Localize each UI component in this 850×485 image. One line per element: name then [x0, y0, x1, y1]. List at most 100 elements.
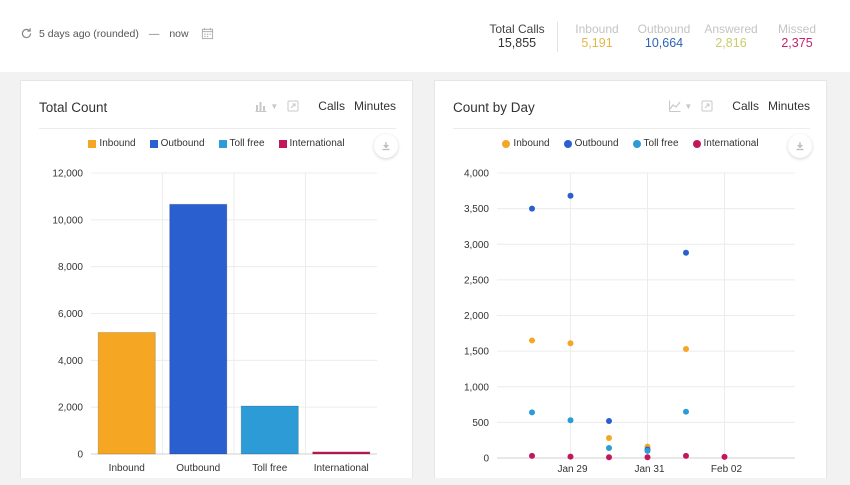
download-button[interactable]: [788, 134, 812, 158]
legend-label: Toll free: [229, 138, 265, 149]
chart-legend: Inbound Outbound Toll free International: [21, 138, 412, 149]
legend-item-tollfree[interactable]: Toll free: [632, 138, 679, 149]
page-bottom-edge: [0, 478, 850, 485]
y-tick-label: 1,500: [464, 347, 489, 358]
stat-divider: [557, 22, 558, 52]
y-tick-label: 2,500: [464, 275, 489, 286]
calls-toggle[interactable]: Calls: [732, 99, 759, 113]
point-toll-free: [567, 417, 574, 424]
stat-outbound-value: 10,664: [644, 36, 684, 50]
point-inbound: [683, 345, 689, 352]
stat-total-calls: Total Calls 15,855: [482, 22, 552, 50]
point-toll-free: [606, 445, 612, 452]
y-tick-label: 3,000: [464, 240, 489, 251]
legend-swatch: [218, 139, 227, 148]
stat-missed[interactable]: Missed 2,375: [770, 22, 824, 50]
chevron-down-icon[interactable]: ▼: [684, 101, 693, 111]
legend-item-inbound[interactable]: Inbound: [88, 138, 136, 149]
y-tick-label: 500: [472, 418, 489, 429]
date-range-start[interactable]: 5 days ago (rounded): [39, 27, 139, 40]
legend-label: Toll free: [643, 138, 679, 149]
point-international: [644, 454, 651, 461]
point-inbound: [606, 435, 612, 442]
date-range-dash: —: [148, 27, 160, 40]
stat-inbound-label: Inbound: [575, 22, 619, 36]
legend-label: Inbound: [99, 138, 136, 149]
legend-swatch: [149, 139, 158, 148]
card-title: Count by Day: [453, 100, 535, 115]
y-tick-label: 1,000: [464, 382, 489, 393]
download-icon: [796, 142, 804, 151]
stat-missed-value: 2,375: [781, 36, 813, 50]
stat-answered-label: Answered: [704, 22, 758, 36]
point-outbound: [683, 249, 689, 256]
expand-icon[interactable]: [287, 100, 299, 112]
stat-outbound[interactable]: Outbound 10,664: [632, 22, 696, 50]
chart-legend: Inbound Outbound Toll free International: [435, 138, 826, 149]
count-by-day-card: Count by Day ▼ Calls Minutes Inbound Out…: [434, 80, 827, 480]
calls-toggle[interactable]: Calls: [318, 99, 345, 113]
x-tick-label: Feb 02: [711, 464, 743, 475]
stat-total-calls-label: Total Calls: [489, 22, 545, 36]
x-tick-label: Jan 31: [634, 464, 664, 475]
bar-outbound: [169, 203, 228, 455]
stat-answered[interactable]: Answered 2,816: [700, 22, 762, 50]
x-tick-label: Toll free: [252, 463, 287, 474]
chevron-down-icon[interactable]: ▼: [270, 101, 279, 111]
count-by-day-scatter-chart: 0 500 1,000 1,500 2,000 2,500 3,000 3,500 4,000 J…: [464, 169, 795, 475]
y-tick-label: 0: [483, 454, 489, 465]
legend-label: International: [289, 138, 345, 149]
legend-label: Outbound: [574, 138, 619, 149]
y-tick-label: 4,000: [464, 169, 489, 180]
legend-item-international[interactable]: International: [278, 138, 345, 149]
stat-inbound[interactable]: Inbound 5,191: [568, 22, 626, 50]
legend-swatch: [502, 139, 511, 148]
y-tick-label: 6,000: [58, 309, 83, 320]
minutes-toggle[interactable]: Minutes: [767, 99, 810, 113]
expand-icon[interactable]: [701, 100, 713, 112]
divider: [39, 128, 396, 129]
y-tick-label: 4,000: [58, 356, 83, 367]
point-international: [606, 454, 612, 461]
legend-item-inbound[interactable]: Inbound: [502, 138, 550, 149]
point-inbound: [529, 337, 535, 344]
refresh-icon[interactable]: [20, 27, 33, 40]
legend-item-outbound[interactable]: Outbound: [563, 138, 619, 149]
chart-toolbar: ▼ Calls Minutes: [669, 99, 810, 113]
stat-outbound-label: Outbound: [637, 22, 691, 36]
card-title: Total Count: [39, 100, 108, 115]
total-count-bar-chart: 0 2,000 4,000 6,000 8,000 10,000 12,000 Inbound…: [52, 169, 377, 474]
point-outbound: [606, 417, 612, 424]
point-inbound: [567, 340, 574, 347]
stat-missed-label: Missed: [777, 22, 816, 36]
legend-item-outbound[interactable]: Outbound: [149, 138, 205, 149]
date-range-end[interactable]: now: [169, 27, 189, 40]
line-chart-icon[interactable]: [669, 100, 681, 112]
legend-item-tollfree[interactable]: Toll free: [218, 138, 265, 149]
divider: [453, 128, 810, 129]
y-tick-label: 2,000: [58, 403, 83, 414]
stat-answered-value: 2,816: [715, 36, 747, 50]
download-button[interactable]: [374, 134, 398, 158]
point-toll-free: [683, 408, 689, 415]
minutes-toggle[interactable]: Minutes: [353, 99, 396, 113]
stat-total-calls-value: 15,855: [497, 36, 537, 50]
legend-swatch: [563, 139, 572, 148]
legend-swatch: [88, 139, 97, 148]
x-tick-label: Jan 29: [557, 464, 587, 475]
bar-inbound: [97, 331, 156, 455]
download-icon: [382, 142, 390, 151]
legend-label: Outbound: [160, 138, 205, 149]
legend-swatch: [632, 139, 641, 148]
x-tick-label: Inbound: [109, 463, 145, 474]
point-outbound: [567, 192, 574, 199]
summary-bar: 5 days ago (rounded) — now Total Calls 1…: [0, 0, 850, 72]
y-tick-label: 2,000: [464, 311, 489, 322]
point-international: [567, 453, 574, 460]
total-count-card: Total Count ▼ Calls Minutes Inbound Outb…: [20, 80, 413, 480]
legend-item-international[interactable]: International: [692, 138, 759, 149]
legend-swatch: [692, 139, 701, 148]
calendar-icon[interactable]: [201, 27, 214, 40]
date-range-selector[interactable]: 5 days ago (rounded) — now: [20, 27, 214, 40]
bar-chart-icon[interactable]: [255, 100, 267, 112]
